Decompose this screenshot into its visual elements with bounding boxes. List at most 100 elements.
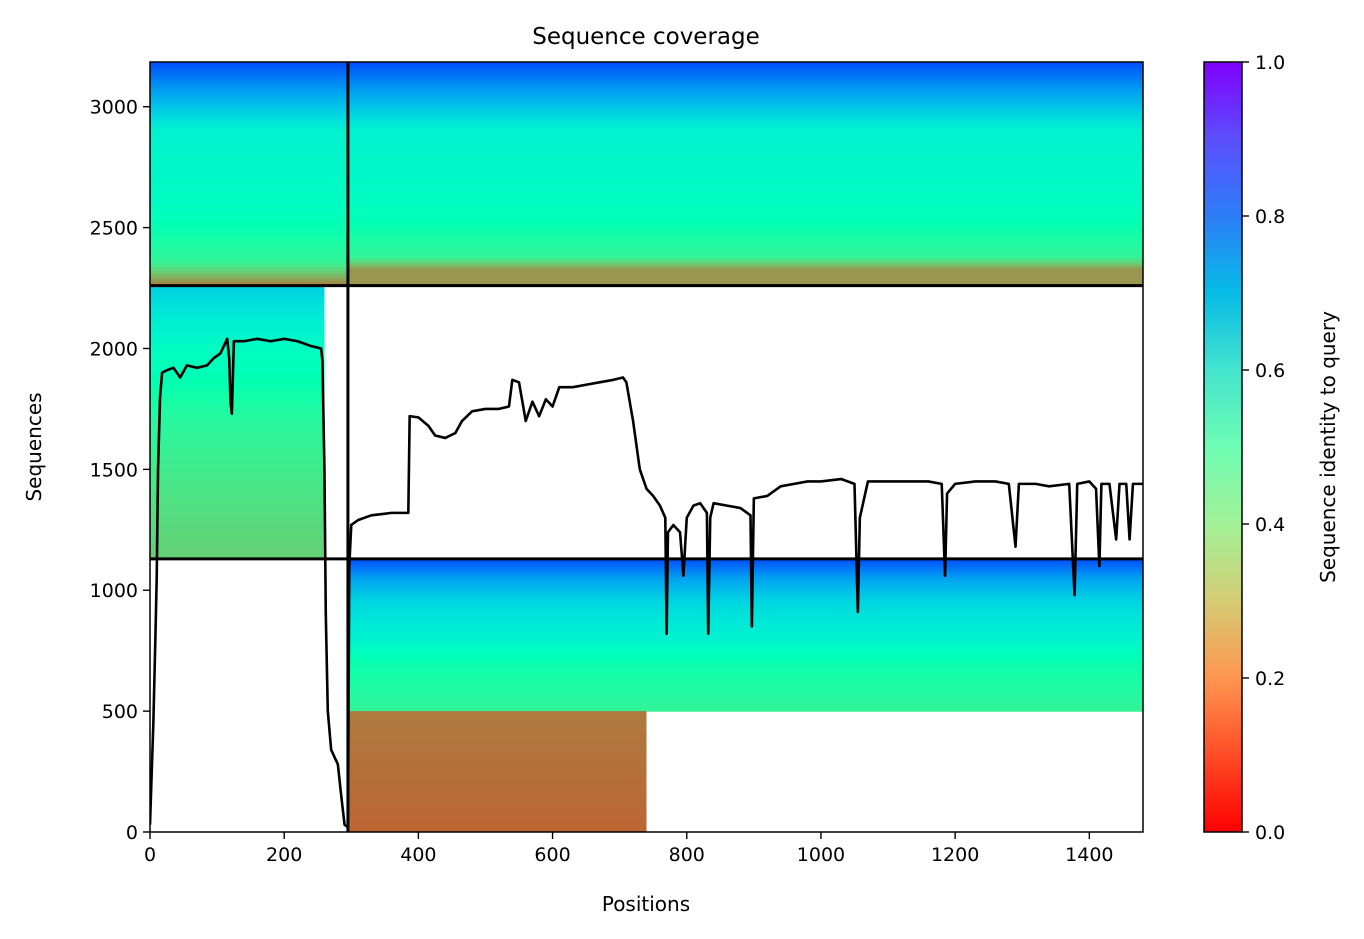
heatmap-row (150, 371, 325, 374)
heatmap-row (347, 789, 647, 792)
heatmap-row (347, 192, 1143, 195)
heatmap-row (150, 191, 348, 194)
heatmap-row (347, 647, 1143, 650)
heatmap-row (150, 486, 325, 489)
heatmap-row (150, 229, 348, 232)
heatmap-row (347, 101, 1143, 104)
heatmap-row (150, 383, 325, 386)
heatmap-row (150, 460, 325, 463)
heatmap-row (150, 548, 325, 551)
heatmap-row (347, 673, 1143, 676)
heatmap-row (150, 484, 325, 487)
heatmap-row (347, 269, 1143, 272)
heatmap-row (150, 178, 348, 181)
heatmap-row (150, 454, 325, 457)
heatmap-row (150, 361, 325, 364)
heatmap-row (347, 165, 1143, 168)
heatmap-row (347, 677, 1143, 680)
heatmap-block-3 (150, 285, 325, 560)
heatmap-row (150, 348, 325, 351)
heatmap-row (347, 223, 1143, 226)
heatmap-row (347, 278, 1143, 281)
heatmap-row (347, 69, 1143, 72)
heatmap-row (150, 127, 348, 130)
heatmap-row (150, 419, 325, 422)
heatmap-row (150, 428, 325, 431)
heatmap-row (347, 102, 1143, 105)
heatmap-row (347, 629, 1143, 632)
heatmap-row (150, 166, 348, 169)
heatmap-row (347, 256, 1143, 259)
heatmap-row (347, 602, 1143, 605)
heatmap-row (347, 634, 1143, 637)
heatmap-row (347, 821, 647, 824)
heatmap-row (150, 423, 325, 426)
heatmap-row (347, 631, 1143, 634)
heatmap-row (347, 618, 1143, 621)
heatmap-row (347, 827, 647, 830)
heatmap-row (150, 198, 348, 201)
x-tick-label: 200 (266, 844, 302, 866)
heatmap-row (347, 259, 1143, 262)
heatmap-row (150, 448, 325, 451)
coverage-line (150, 337, 1143, 829)
heatmap-row (347, 605, 1143, 608)
heatmap-row (347, 583, 1143, 586)
heatmap-row (347, 582, 1143, 585)
heatmap-row (150, 79, 348, 82)
heatmap-row (347, 152, 1143, 155)
heatmap-block-1 (150, 62, 348, 287)
heatmap-row (347, 797, 647, 800)
heatmap-row (347, 153, 1143, 156)
heatmap-row (347, 84, 1143, 87)
heatmap-row (150, 230, 348, 233)
heatmap-row (150, 108, 348, 111)
heatmap-row (347, 579, 1143, 582)
heatmap-row (347, 663, 1143, 666)
heatmap-row (150, 290, 325, 293)
heatmap-row (347, 720, 647, 723)
heatmap-row (150, 496, 325, 499)
plot-frame (149, 61, 1144, 833)
heatmap-row (150, 307, 325, 310)
heatmap-row (150, 210, 348, 213)
heatmap-row (150, 510, 325, 513)
heatmap-row (150, 487, 325, 490)
heatmap-row (347, 747, 647, 750)
heatmap-row (150, 378, 325, 381)
heatmap-row (150, 91, 348, 94)
heatmap-row (150, 120, 348, 123)
heatmap-row (347, 72, 1143, 75)
heatmap-row (347, 599, 1143, 602)
heatmap-row (150, 445, 325, 448)
heatmap-row (347, 134, 1143, 137)
heatmap-row (347, 580, 1143, 583)
heatmap-row (150, 528, 325, 531)
heatmap-row (150, 236, 348, 239)
heatmap-row (347, 670, 1143, 673)
heatmap-row (347, 202, 1143, 205)
heatmap-row (347, 197, 1143, 200)
heatmap-row (347, 708, 1143, 711)
heatmap-row (347, 718, 647, 721)
colorbar-tick-label: 0.0 (1255, 822, 1285, 844)
heatmap-row (347, 105, 1143, 108)
heatmap-row (347, 752, 647, 755)
heatmap-row (150, 297, 325, 300)
heatmap-row (347, 723, 647, 726)
heatmap-row (347, 648, 1143, 651)
heatmap-row (347, 570, 1143, 573)
heatmap-row (150, 355, 325, 358)
heatmap-row (347, 113, 1143, 116)
heatmap-row (150, 99, 348, 103)
heatmap-row (347, 644, 1143, 647)
heatmap-row (347, 236, 1143, 239)
heatmap-row (150, 200, 348, 203)
heatmap-row (347, 613, 1143, 616)
heatmap-row (347, 656, 1143, 659)
heatmap-row (150, 252, 348, 255)
heatmap-row (347, 149, 1143, 152)
heatmap-row (150, 117, 348, 120)
heatmap-row (150, 338, 325, 341)
x-tick-label: 600 (534, 844, 570, 866)
